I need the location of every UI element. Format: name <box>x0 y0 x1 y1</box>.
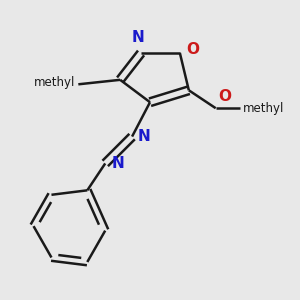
Text: N: N <box>138 129 151 144</box>
Text: N: N <box>132 31 144 46</box>
Text: O: O <box>186 43 199 58</box>
Text: methyl: methyl <box>34 76 75 89</box>
Text: N: N <box>111 156 124 171</box>
Text: methyl: methyl <box>243 102 284 115</box>
Text: O: O <box>219 89 232 104</box>
